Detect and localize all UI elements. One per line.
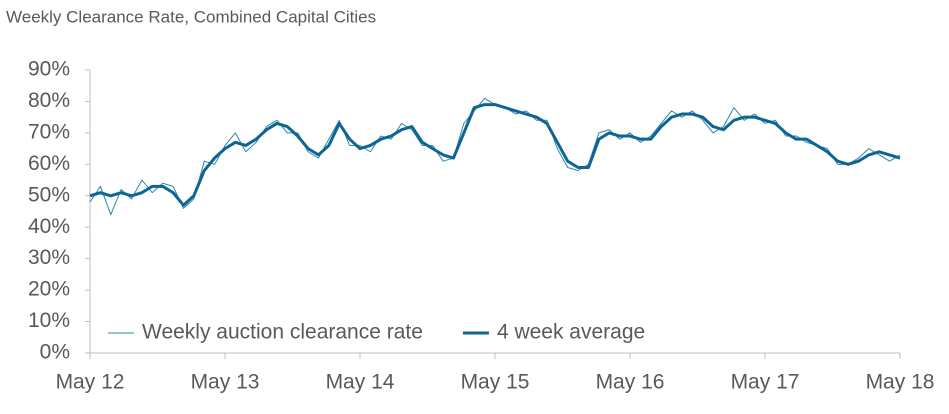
legend-label: 4 week average: [497, 321, 645, 344]
x-tick-label: May 17: [731, 371, 800, 394]
y-tick-label: 0%: [40, 341, 70, 364]
x-tick-label: May 14: [326, 371, 395, 394]
series-line: [89, 103, 901, 207]
y-tick-label: 20%: [28, 278, 70, 301]
y-tick-label: 80%: [28, 89, 70, 112]
y-tick-label: 30%: [28, 246, 70, 269]
y-tick-label: 10%: [28, 309, 70, 332]
x-tick-label: May 15: [461, 371, 530, 394]
y-tick-label: 40%: [28, 215, 70, 238]
y-tick-label: 60%: [28, 152, 70, 175]
x-tick-label: May 12: [56, 371, 125, 394]
legend-label: Weekly auction clearance rate: [142, 321, 423, 344]
y-tick-label: 70%: [28, 120, 70, 143]
x-tick-label: May 18: [866, 371, 935, 394]
series-line: [89, 97, 901, 216]
x-tick-label: May 13: [191, 371, 260, 394]
y-tick-label: 90%: [28, 58, 70, 81]
y-tick-label: 50%: [28, 183, 70, 206]
chart-title: Weekly Clearance Rate, Combined Capital …: [6, 7, 376, 26]
x-tick-label: May 16: [596, 371, 665, 394]
